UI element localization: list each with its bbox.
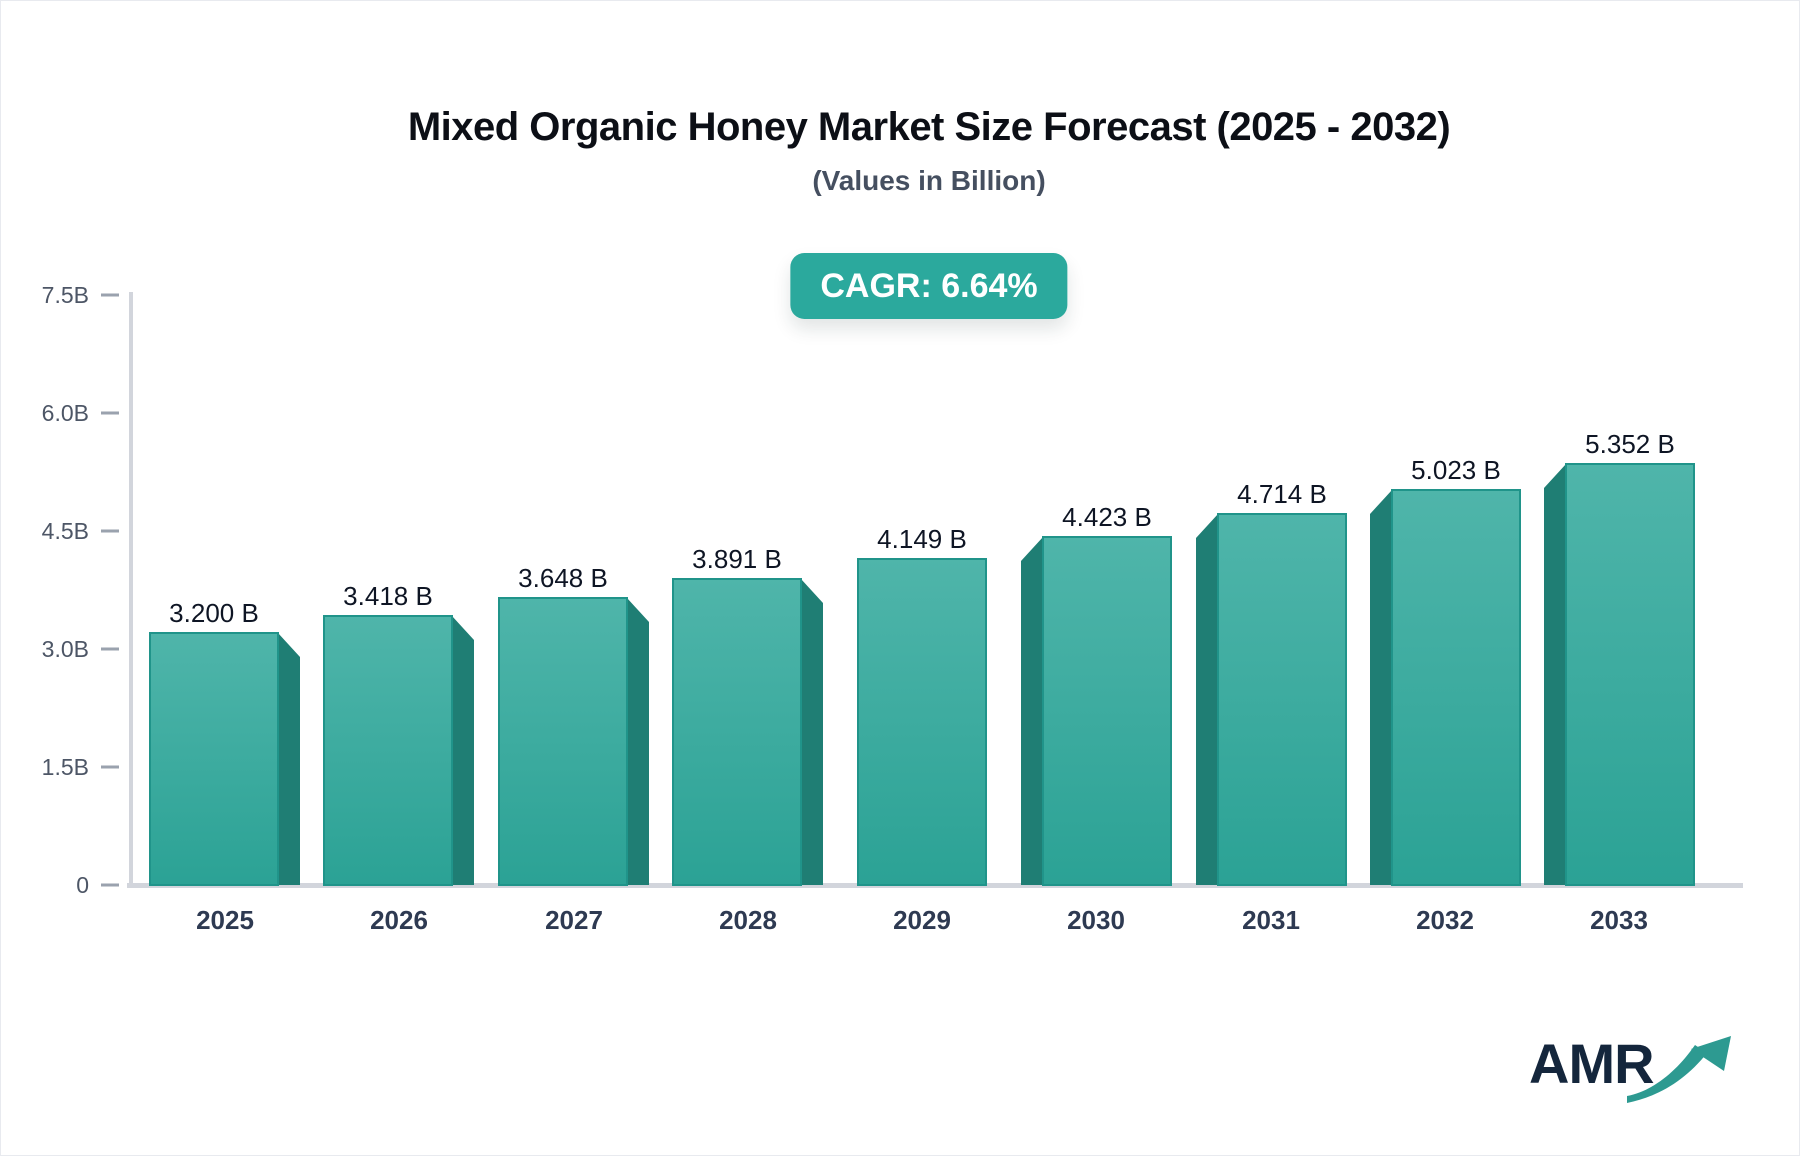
bar-2033[interactable] — [1565, 463, 1695, 886]
x-tick-label-2031: 2031 — [1242, 905, 1300, 935]
bar-2031[interactable] — [1217, 513, 1347, 886]
y-tick-dash-6.0B — [101, 411, 119, 415]
cagr-badge: CAGR: 6.64% — [790, 253, 1068, 319]
bar-side-2028 — [801, 579, 823, 885]
value-label-2027: 3.648 B — [518, 563, 608, 593]
y-tick-dash-0 — [101, 883, 119, 887]
value-label-2030: 4.423 B — [1062, 502, 1152, 532]
y-tick-dash-4.5B — [101, 529, 119, 533]
chart-title: Mixed Organic Honey Market Size Forecast… — [407, 105, 1451, 149]
bar-side-2032 — [1370, 490, 1392, 885]
y-tick-label-4.5B: 4.5B — [42, 518, 89, 544]
value-label-2025: 3.200 B — [169, 598, 259, 628]
value-label-2032: 5.023 B — [1411, 455, 1501, 485]
y-tick-label-3.0B: 3.0B — [42, 636, 89, 662]
bar-2029[interactable] — [857, 558, 987, 886]
value-label-2033: 5.352 B — [1585, 429, 1675, 459]
bar-2026[interactable] — [323, 615, 453, 886]
bar-side-2033 — [1544, 464, 1566, 885]
bar-side-2030 — [1021, 537, 1043, 885]
value-label-2031: 4.714 B — [1237, 479, 1327, 509]
y-tick-dash-1.5B — [101, 765, 119, 769]
bar-side-2025 — [278, 633, 300, 885]
y-tick-dash-3.0B — [101, 647, 119, 651]
cagr-badge-label: CAGR: 6.64% — [820, 266, 1038, 305]
bar-2028[interactable] — [672, 578, 802, 886]
y-tick-label-6.0B: 6.0B — [42, 400, 89, 426]
amr-logo-text: AMR — [1529, 1032, 1655, 1095]
chart-subtitle: (Values in Billion) — [812, 165, 1046, 196]
x-tick-label-2032: 2032 — [1416, 905, 1474, 935]
y-tick-dash-7.5B — [101, 293, 119, 297]
bar-2030[interactable] — [1042, 536, 1172, 886]
x-tick-label-2030: 2030 — [1067, 905, 1125, 935]
x-tick-label-2026: 2026 — [370, 905, 428, 935]
value-label-2028: 3.891 B — [692, 544, 782, 574]
bar-2027[interactable] — [498, 597, 628, 886]
bar-2025[interactable] — [149, 632, 279, 886]
value-label-2026: 3.418 B — [343, 581, 433, 611]
y-tick-label-1.5B: 1.5B — [42, 754, 89, 780]
bar-2032[interactable] — [1391, 489, 1521, 886]
amr-logo: AMR — [1529, 1031, 1731, 1111]
x-tick-label-2027: 2027 — [545, 905, 603, 935]
amr-logo-arrow-icon — [1627, 1036, 1731, 1103]
y-tick-label-7.5B: 7.5B — [42, 282, 89, 308]
y-tick-label-0: 0 — [76, 872, 89, 898]
bar-side-2031 — [1196, 514, 1218, 885]
value-label-2029: 4.149 B — [877, 524, 967, 554]
x-tick-label-2025: 2025 — [196, 905, 254, 935]
bar-side-2027 — [627, 598, 649, 885]
bar-side-2026 — [452, 616, 474, 885]
x-tick-label-2033: 2033 — [1590, 905, 1648, 935]
y-axis-line — [129, 292, 133, 885]
x-tick-label-2029: 2029 — [893, 905, 951, 935]
x-tick-label-2028: 2028 — [719, 905, 777, 935]
